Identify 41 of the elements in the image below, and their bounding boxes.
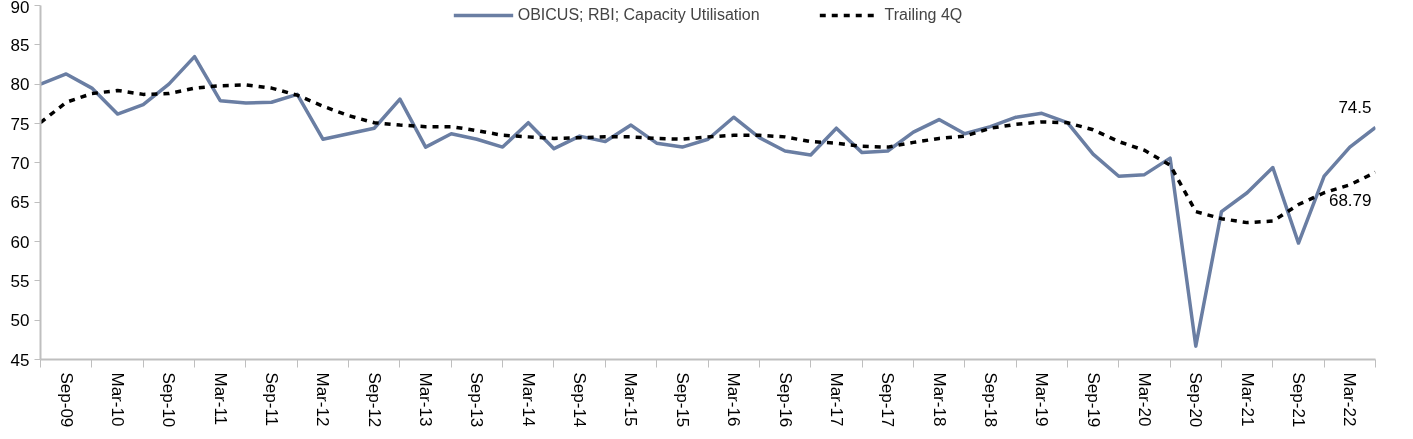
x-tick-label: Sep-16 — [775, 372, 795, 428]
y-tick-label: 75 — [10, 114, 30, 134]
y-tick-label: 80 — [10, 75, 30, 95]
x-tick-label: Mar-19 — [1032, 372, 1052, 427]
legend-label: OBICUS; RBI; Capacity Utilisation — [517, 6, 760, 24]
x-tick-label: Sep-19 — [1083, 372, 1103, 428]
x-tick-label: Sep-12 — [364, 372, 384, 428]
x-tick-label: Sep-10 — [159, 372, 179, 428]
x-tick-label: Sep-18 — [980, 372, 1000, 428]
y-tick-label: 55 — [10, 271, 30, 291]
line-series — [40, 54, 1376, 348]
x-tick-label: Mar-18 — [929, 372, 949, 427]
y-tick-label: 45 — [10, 350, 30, 370]
x-tick-label: Mar-12 — [313, 372, 333, 427]
x-tick-label: Mar-13 — [416, 372, 436, 427]
x-tick-label: Sep-17 — [878, 372, 898, 428]
x-tick-label: Sep-20 — [1186, 372, 1206, 428]
x-tick-label: Mar-22 — [1340, 372, 1360, 427]
y-tick-label: 50 — [10, 311, 30, 331]
x-tick-label: Mar-20 — [1134, 372, 1154, 427]
x-tick-label: Sep-13 — [467, 372, 487, 428]
y-tick-label: 65 — [10, 193, 30, 213]
x-tick-label: Mar-16 — [724, 372, 744, 427]
x-tick-label: Sep-14 — [570, 372, 590, 428]
x-tick-label: Sep-21 — [1288, 372, 1308, 428]
x-tick-label: Mar-14 — [518, 372, 538, 427]
y-tick-label: 70 — [10, 153, 30, 173]
y-tick-label: 60 — [10, 232, 30, 252]
y-tick-label: 90 — [10, 0, 30, 17]
x-tick-label: Mar-15 — [621, 372, 641, 427]
x-tick-label: Mar-17 — [826, 372, 846, 427]
x-tick-label: Sep-09 — [56, 372, 76, 428]
data-label: 74.5 — [1338, 98, 1372, 118]
x-tick-label: Mar-11 — [210, 372, 230, 426]
x-tick-label: Sep-11 — [262, 372, 282, 427]
y-tick-label: 85 — [10, 35, 30, 55]
legend-label: Trailing 4Q — [884, 6, 963, 24]
x-tick-label: Mar-21 — [1237, 372, 1257, 427]
x-tick-label: Sep-15 — [672, 372, 692, 428]
data-label: 68.79 — [1328, 191, 1372, 211]
x-tick-label: Mar-10 — [108, 372, 128, 427]
